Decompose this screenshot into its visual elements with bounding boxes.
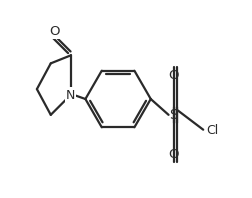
Text: N: N bbox=[66, 89, 75, 102]
Text: O: O bbox=[168, 148, 179, 161]
Text: O: O bbox=[49, 25, 60, 38]
Text: O: O bbox=[168, 69, 179, 82]
Text: Cl: Cl bbox=[206, 124, 218, 137]
Text: S: S bbox=[169, 108, 178, 122]
